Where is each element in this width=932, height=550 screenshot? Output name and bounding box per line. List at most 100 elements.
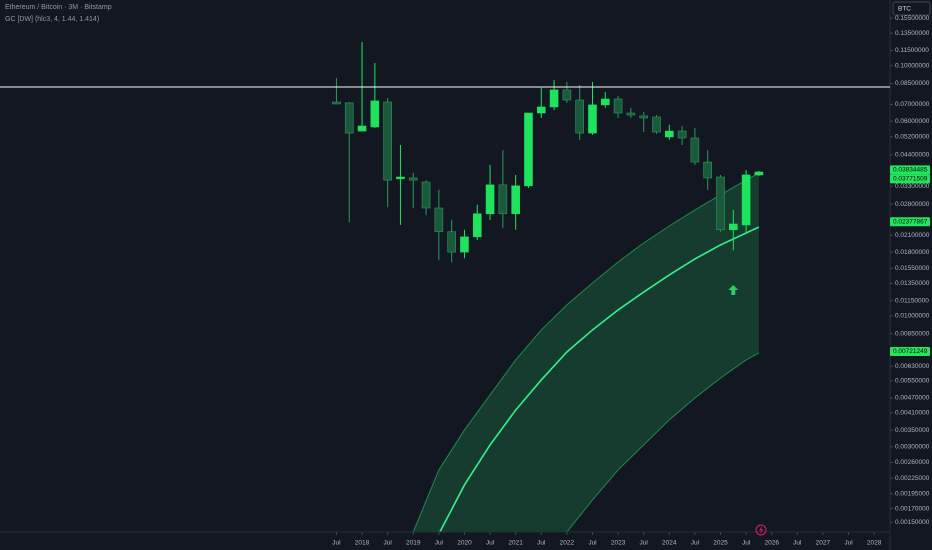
y-tick-label: 0.00150000	[895, 519, 930, 526]
y-tick-label: 0.08500000	[895, 80, 930, 87]
y-tick-label: 0.02800000	[895, 201, 930, 208]
candle-body	[754, 171, 764, 176]
candle-body	[421, 181, 431, 209]
candle-body	[690, 137, 700, 163]
y-tick-label: 0.01800000	[895, 249, 930, 256]
chart-title: Ethereum / Bitcoin · 3M · Bitstamp	[5, 4, 112, 11]
y-tick-label: 0.00195000	[895, 490, 930, 497]
x-tick-label: Jul	[383, 540, 392, 547]
x-tick-label: 2027	[816, 540, 831, 547]
y-tick-label: 0.00260000	[895, 459, 930, 466]
candle-body	[652, 116, 661, 133]
x-tick-label: Jul	[844, 540, 853, 547]
candle-body	[536, 106, 546, 114]
candle-body	[741, 174, 751, 226]
plot-area	[332, 41, 764, 532]
currency-label: BTC	[898, 6, 911, 13]
y-tick-label: 0.04400000	[895, 152, 930, 159]
y-tick-label: 0.00470000	[895, 395, 930, 402]
y-tick-label: 0.15500000	[895, 15, 930, 22]
candle-body	[524, 112, 533, 187]
candle-body	[357, 125, 367, 132]
candle-body	[511, 185, 520, 215]
candle-body	[600, 98, 610, 106]
x-tick-label: 2026	[764, 540, 779, 547]
candle-body	[447, 231, 456, 253]
x-tick-label: 2025	[713, 540, 728, 547]
candle-body	[549, 89, 559, 108]
candle-body	[485, 184, 495, 215]
y-tick-label: 0.01550000	[895, 265, 930, 272]
x-tick-label: Jul	[537, 540, 546, 547]
candle-body	[716, 176, 725, 231]
band-middle	[438, 226, 760, 532]
x-tick-label: 2024	[662, 540, 677, 547]
price-label: 0.02377867	[893, 219, 928, 226]
y-tick-label: 0.00350000	[895, 427, 930, 434]
candle-body	[460, 236, 469, 253]
y-tick-label: 0.10000000	[895, 62, 930, 69]
x-tick-label: 2028	[867, 540, 882, 547]
x-tick-label: 2020	[457, 540, 472, 547]
candle-body	[588, 104, 597, 134]
candle-body	[562, 89, 572, 101]
candle-body	[396, 176, 405, 180]
band-lower	[566, 352, 760, 532]
y-tick-label: 0.00850000	[895, 330, 930, 337]
candle-body	[575, 99, 584, 134]
y-tick-label: 0.01350000	[895, 280, 930, 287]
candle-body	[664, 130, 674, 138]
candle-body	[383, 101, 392, 181]
y-tick-label: 0.00410000	[895, 410, 930, 417]
signal-arrow	[728, 284, 739, 295]
x-tick-label: Jul	[588, 540, 597, 547]
y-tick-label: 0.03300000	[895, 183, 930, 190]
y-tick-label: 0.00550000	[895, 378, 930, 385]
y-tick-label: 0.00300000	[895, 444, 930, 451]
candle-body	[639, 115, 648, 119]
x-tick-label: 2023	[611, 540, 626, 547]
candle-body	[332, 101, 341, 105]
price-label-box	[890, 174, 930, 184]
x-tick-label: Jul	[793, 540, 802, 547]
y-tick-label: 0.00170000	[895, 505, 930, 512]
x-tick-label: 2022	[560, 540, 575, 547]
currency-box[interactable]	[892, 1, 931, 16]
y-tick-label: 0.02100000	[895, 232, 930, 239]
y-tick-label: 0.01150000	[895, 297, 929, 304]
y-tick-label: 0.13500000	[895, 30, 930, 37]
alert-icon[interactable]	[755, 524, 767, 536]
y-tick-label: 0.00225000	[895, 475, 930, 482]
x-tick-label: Jul	[742, 540, 751, 547]
candle-body	[677, 130, 687, 139]
band-fill	[413, 173, 759, 532]
price-label-box	[890, 346, 930, 356]
price-label-box	[890, 217, 930, 227]
x-tick-label: Jul	[640, 540, 649, 547]
x-tick-label: 2018	[355, 540, 370, 547]
y-tick-label: 0.01000000	[895, 313, 930, 320]
candle-body	[613, 98, 623, 114]
candle-body	[370, 100, 380, 128]
candle-body	[626, 112, 636, 116]
x-tick-label: Jul	[435, 540, 444, 547]
price-label: 0.03834485	[893, 167, 928, 174]
price-label: 0.00721249	[893, 348, 928, 355]
candle-body	[434, 207, 444, 233]
x-tick-label: Jul	[332, 540, 341, 547]
x-tick-label: 2021	[508, 540, 523, 547]
price-label-box	[890, 165, 930, 175]
indicator-title: GC [DW] (hlc3, 4, 1.44, 1.414)	[5, 16, 99, 23]
candle-body	[408, 177, 418, 181]
y-tick-label: 0.06000000	[895, 118, 930, 125]
y-tick-label: 0.11500000	[895, 47, 929, 54]
candle-body	[703, 161, 712, 179]
candle-body	[498, 184, 508, 215]
y-tick-label: 0.05200000	[895, 133, 930, 140]
price-label: 0.03771509	[893, 176, 928, 183]
candle-body	[729, 223, 738, 231]
x-tick-label: Jul	[486, 540, 495, 547]
